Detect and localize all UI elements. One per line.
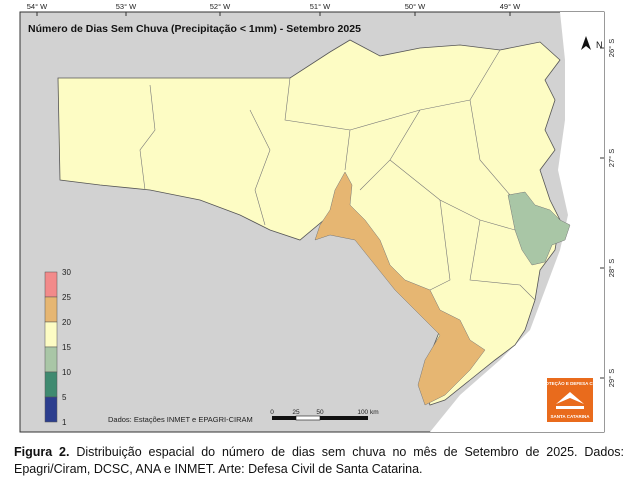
legend-swatch xyxy=(44,321,58,348)
region-borders xyxy=(139,49,536,301)
legend-swatch xyxy=(44,296,58,323)
legend-swatch xyxy=(44,346,58,373)
map: Número de Dias Sem Chuva (Precipitação <… xyxy=(19,2,616,433)
north-label: N xyxy=(596,40,603,50)
scale-bar xyxy=(272,415,368,421)
logo-text: SANTA CATARINA xyxy=(550,414,590,419)
ocean xyxy=(430,12,604,432)
legend-swatch xyxy=(44,271,58,298)
legend-label: 20 xyxy=(62,318,71,327)
wet-region xyxy=(507,191,571,266)
legend-label: 25 xyxy=(62,293,71,302)
legend-label: 30 xyxy=(62,268,71,277)
dry-region xyxy=(314,171,486,406)
longitude-label: 51° W xyxy=(310,2,331,11)
scale-label: 25 xyxy=(292,409,300,416)
legend-label: 1 xyxy=(62,418,67,427)
scale-label: 50 xyxy=(316,409,324,416)
legend-swatch xyxy=(44,396,58,423)
caption-label: Figura 2. xyxy=(14,445,70,459)
longitude-label: 53° W xyxy=(116,2,137,11)
latitude-label: 29° S xyxy=(607,369,616,387)
legend-label: 5 xyxy=(62,393,67,402)
latitude-label: 27° S xyxy=(607,149,616,167)
legend-label: 10 xyxy=(62,368,71,377)
logo-text: PROTEÇÃO E DEFESA CIVIL xyxy=(539,380,601,386)
longitude-label: 49° W xyxy=(500,2,521,11)
caption: Figura 2. Distribuição espacial do númer… xyxy=(14,444,624,478)
source-note: Dados: Estações INMET e EPAGRI-CIRAM xyxy=(108,415,253,424)
scale-label: 0 xyxy=(270,409,274,416)
logo: PROTEÇÃO E DEFESA CIVIL SANTA CATARINA xyxy=(539,378,601,422)
north-arrow: N xyxy=(581,36,603,50)
legend-label: 15 xyxy=(62,343,71,352)
legend-swatch xyxy=(44,371,58,398)
longitude-label: 54° W xyxy=(27,2,48,11)
longitude-label: 50° W xyxy=(405,2,426,11)
scale-label: 100 km xyxy=(357,409,378,416)
map-title: Número de Dias Sem Chuva (Precipitação <… xyxy=(28,23,361,35)
longitude-label: 52° W xyxy=(210,2,231,11)
latitude-label: 28° S xyxy=(607,259,616,277)
caption-text: Distribuição espacial do número de dias … xyxy=(14,445,624,476)
latitude-label: 26° S xyxy=(607,39,616,57)
